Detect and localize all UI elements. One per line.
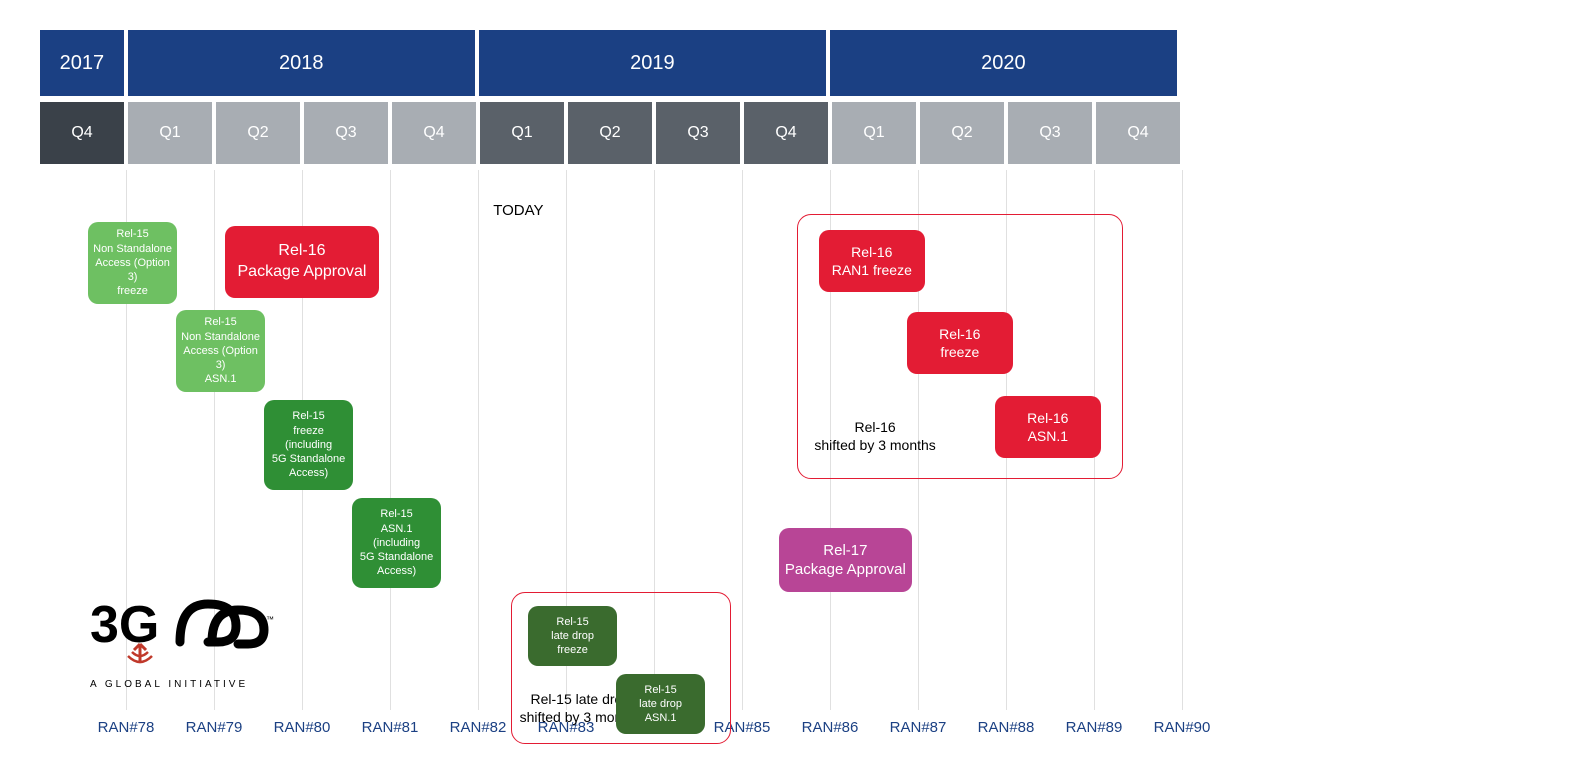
ran-label: RAN#87 (890, 719, 947, 736)
today-marker: TODAY (493, 202, 543, 219)
rel15-nsa-freeze: Rel-15Non StandaloneAccess (Option 3)fre… (88, 222, 176, 304)
svg-text:3G: 3G (90, 596, 159, 654)
3gpp-logo: 3G ™ A GLOBAL INITIATIVE (90, 592, 290, 690)
quarter-cell: Q2 (920, 102, 1004, 164)
rel15-nsa-asn1: Rel-15Non StandaloneAccess (Option 3)ASN… (176, 310, 264, 392)
rel16-freeze: Rel-16freeze (907, 312, 1013, 374)
rel15-asn1: Rel-15ASN.1(including5G StandaloneAccess… (352, 498, 440, 588)
rel17-pkg-approval: Rel-17Package Approval (779, 528, 911, 592)
quarter-cell: Q4 (392, 102, 476, 164)
quarter-cell: Q3 (1008, 102, 1092, 164)
quarter-cell: Q4 (40, 102, 124, 164)
rel16-pkg-approval: Rel-16Package Approval (225, 226, 379, 298)
grid-line (1182, 170, 1183, 710)
ran-label: RAN#78 (98, 719, 155, 736)
quarter-cell: Q1 (128, 102, 212, 164)
grid-line (478, 170, 479, 710)
quarter-cell: Q3 (656, 102, 740, 164)
rel15-late-asn1: Rel-15late dropASN.1 (616, 674, 704, 734)
ran-label: RAN#88 (978, 719, 1035, 736)
year-cell: 2019 (479, 30, 826, 96)
ran-label: RAN#81 (362, 719, 419, 736)
ran-label: RAN#82 (450, 719, 507, 736)
quarter-cell: Q4 (744, 102, 828, 164)
grid-line (390, 170, 391, 710)
3gpp-logo-svg: 3G ™ (90, 592, 275, 670)
rel15-freeze: Rel-15freeze(including5G StandaloneAcces… (264, 400, 352, 490)
rel16-ran1-freeze: Rel-16RAN1 freeze (819, 230, 925, 292)
ran-label-row: RAN#78RAN#79RAN#80RAN#81RAN#82RAN#83RAN#… (40, 719, 1532, 747)
rel15-late-freeze: Rel-15late dropfreeze (528, 606, 616, 666)
ran-label: RAN#90 (1154, 719, 1211, 736)
ran-label: RAN#79 (186, 719, 243, 736)
year-cell: 2017 (40, 30, 124, 96)
year-cell: 2020 (830, 30, 1177, 96)
group-rel16-label: Rel-16shifted by 3 months (814, 418, 935, 454)
quarter-cell: Q2 (216, 102, 300, 164)
quarter-cell: Q2 (568, 102, 652, 164)
svg-text:™: ™ (266, 615, 274, 624)
3gpp-logo-subtitle: A GLOBAL INITIATIVE (90, 679, 290, 690)
quarter-cell: Q3 (304, 102, 388, 164)
quarter-cell: Q1 (832, 102, 916, 164)
quarter-cell: Q1 (480, 102, 564, 164)
ran-label: RAN#89 (1066, 719, 1123, 736)
quarter-cell: Q4 (1096, 102, 1180, 164)
ran-label: RAN#86 (802, 719, 859, 736)
ran-label: RAN#80 (274, 719, 331, 736)
quarter-header-row: Q4Q1Q2Q3Q4Q1Q2Q3Q4Q1Q2Q3Q4 (40, 102, 1532, 164)
year-header-row: 2017201820192020 (40, 30, 1532, 96)
grid-line (742, 170, 743, 710)
year-cell: 2018 (128, 30, 475, 96)
rel16-asn1: Rel-16ASN.1 (995, 396, 1101, 458)
